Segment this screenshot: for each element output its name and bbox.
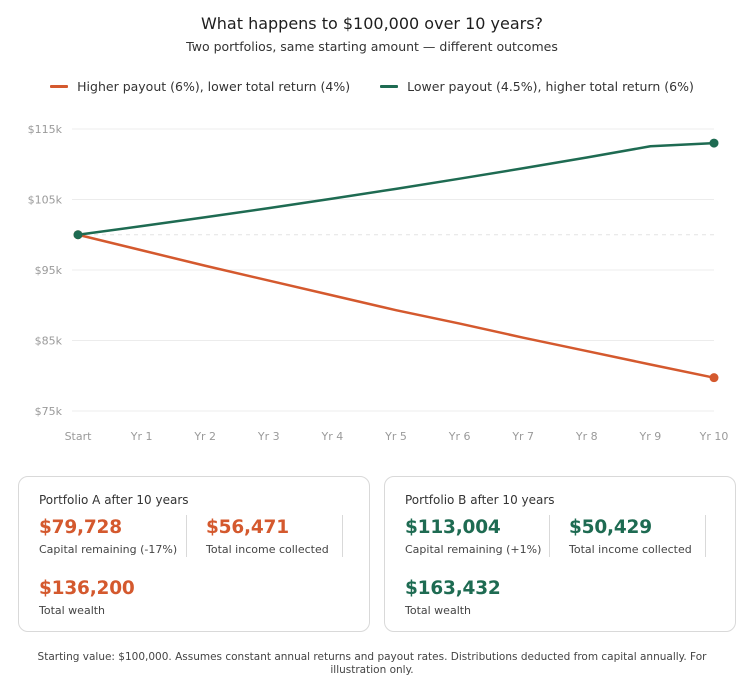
portfolio-b-title: Portfolio B after 10 years — [405, 493, 555, 507]
series-point-b — [709, 138, 719, 148]
x-tick-label: Yr 10 — [699, 430, 729, 443]
portfolio-a-card: Portfolio A after 10 years $79,728 Capit… — [18, 476, 370, 632]
y-tick-label: $85k — [35, 335, 63, 348]
x-tick-label: Yr 6 — [448, 430, 471, 443]
portfolio-b-income-stat: $50,429 Total income collected — [569, 517, 692, 556]
x-tick-label: Yr 2 — [193, 430, 216, 443]
portfolio-b-divider-1 — [549, 515, 550, 557]
series-point-b — [73, 230, 83, 240]
y-tick-label: $105k — [28, 194, 63, 207]
portfolio-a-title: Portfolio A after 10 years — [39, 493, 189, 507]
portfolio-b-total-label: Total wealth — [405, 604, 472, 617]
y-tick-label: $95k — [35, 264, 63, 277]
portfolio-b-divider-2 — [705, 515, 706, 557]
x-tick-label: Start — [65, 430, 93, 443]
legend-swatch-a — [50, 85, 69, 88]
portfolio-b-total-stat: $163,432 Total wealth — [405, 578, 501, 617]
chart-title: What happens to $100,000 over 10 years? — [200, 14, 544, 33]
x-tick-label: Yr 5 — [384, 430, 407, 443]
series-line-a — [76, 233, 716, 379]
portfolio-b-capital-label: Capital remaining (+1%) — [405, 543, 542, 556]
portfolio-a-total-label: Total wealth — [39, 604, 106, 617]
x-tick-label: Yr 8 — [575, 430, 598, 443]
series-line-b — [76, 141, 716, 236]
portfolio-a-total-stat: $136,200 Total wealth — [39, 578, 135, 617]
x-tick-label: Yr 9 — [639, 430, 662, 443]
portfolio-b-income-label: Total income collected — [569, 543, 692, 556]
portfolio-b-income-value: $50,429 — [569, 517, 652, 538]
y-tick-label: $115k — [28, 123, 63, 136]
legend-item-portfolio-b: Lower payout (4.5%), higher total return… — [380, 79, 694, 94]
portfolio-b-capital-stat: $113,004 Capital remaining (+1%) — [405, 517, 541, 556]
x-tick-label: Yr 3 — [257, 430, 280, 443]
chart-subtitle: Two portfolios, same starting amount — d… — [186, 39, 558, 54]
portfolio-a-divider-2 — [342, 515, 343, 557]
portfolio-a-income-label: Total income collected — [206, 543, 329, 556]
legend-swatch-b — [380, 85, 399, 88]
legend-label-a: Higher payout (6%), lower total return (… — [77, 79, 351, 94]
portfolio-a-capital-stat: $79,728 Capital remaining (-17%) — [39, 517, 177, 556]
legend-item-portfolio-a: Higher payout (6%), lower total return (… — [50, 79, 350, 94]
line-chart: $75k $85k $95k $105k $115k Start Yr 1 Yr 2 Yr 3 Y… — [28, 123, 729, 443]
portfolio-b-capital-value: $113,004 — [405, 517, 501, 538]
series-point-a — [709, 373, 719, 383]
x-tick-label: Yr 1 — [130, 430, 153, 443]
portfolio-a-capital-label: Capital remaining (-17%) — [39, 543, 178, 556]
y-tick-label: $75k — [35, 405, 63, 418]
chart-legend: Higher payout (6%), lower total return (… — [0, 79, 744, 94]
legend-label-b: Lower payout (4.5%), higher total return… — [407, 79, 694, 94]
portfolio-a-total-value: $136,200 — [39, 578, 135, 599]
portfolio-b-card: Portfolio B after 10 years $113,004 Capi… — [384, 476, 736, 632]
portfolio-b-total-value: $163,432 — [405, 578, 501, 599]
portfolio-a-income-value: $56,471 — [206, 517, 289, 538]
footnote: Starting value: $100,000. Assumes consta… — [37, 651, 707, 676]
portfolio-a-capital-value: $79,728 — [39, 517, 122, 538]
portfolio-a-income-stat: $56,471 Total income collected — [206, 517, 329, 556]
x-tick-label: Yr 7 — [511, 430, 534, 443]
portfolio-a-divider-1 — [186, 515, 187, 557]
x-tick-label: Yr 4 — [321, 430, 344, 443]
